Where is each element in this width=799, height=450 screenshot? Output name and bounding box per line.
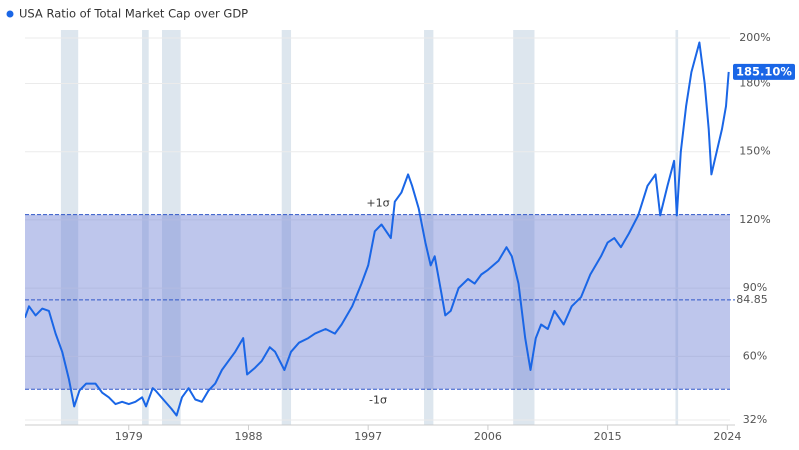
end-label-box <box>733 63 795 80</box>
x-tick-label: 2015 <box>594 430 622 443</box>
y-tick-label: 120% <box>739 213 770 226</box>
recession-band <box>162 30 181 425</box>
x-tick-label: 2006 <box>474 430 502 443</box>
x-tick-label: 1988 <box>234 430 262 443</box>
recession-band <box>675 30 679 425</box>
end-label: 185.10% <box>736 64 792 78</box>
y-tick-label: 32% <box>743 413 767 426</box>
y-tick-label: 200% <box>739 31 770 44</box>
y-tick-label: 90% <box>743 281 767 294</box>
recession-band <box>513 30 535 425</box>
recession-band <box>60 30 79 425</box>
series-line <box>25 41 730 417</box>
x-tick-label: 1979 <box>115 430 143 443</box>
upper-label: +1σ <box>366 197 389 210</box>
sigma-band <box>25 214 730 390</box>
legend-label: USA Ratio of Total Market Cap over GDP <box>19 7 248 21</box>
x-tick-label: 1997 <box>354 430 382 443</box>
y-tick-label: 60% <box>743 349 767 362</box>
x-tick-label: 2024 <box>713 430 741 443</box>
legend-dot <box>6 10 14 18</box>
mean-label: 84.85 <box>736 293 768 306</box>
lower-label: -1σ <box>369 393 387 406</box>
recession-band <box>424 30 434 425</box>
y-tick-label: 150% <box>739 145 770 158</box>
recession-band <box>142 30 149 425</box>
recession-band <box>281 30 292 425</box>
plot-area <box>25 41 730 417</box>
